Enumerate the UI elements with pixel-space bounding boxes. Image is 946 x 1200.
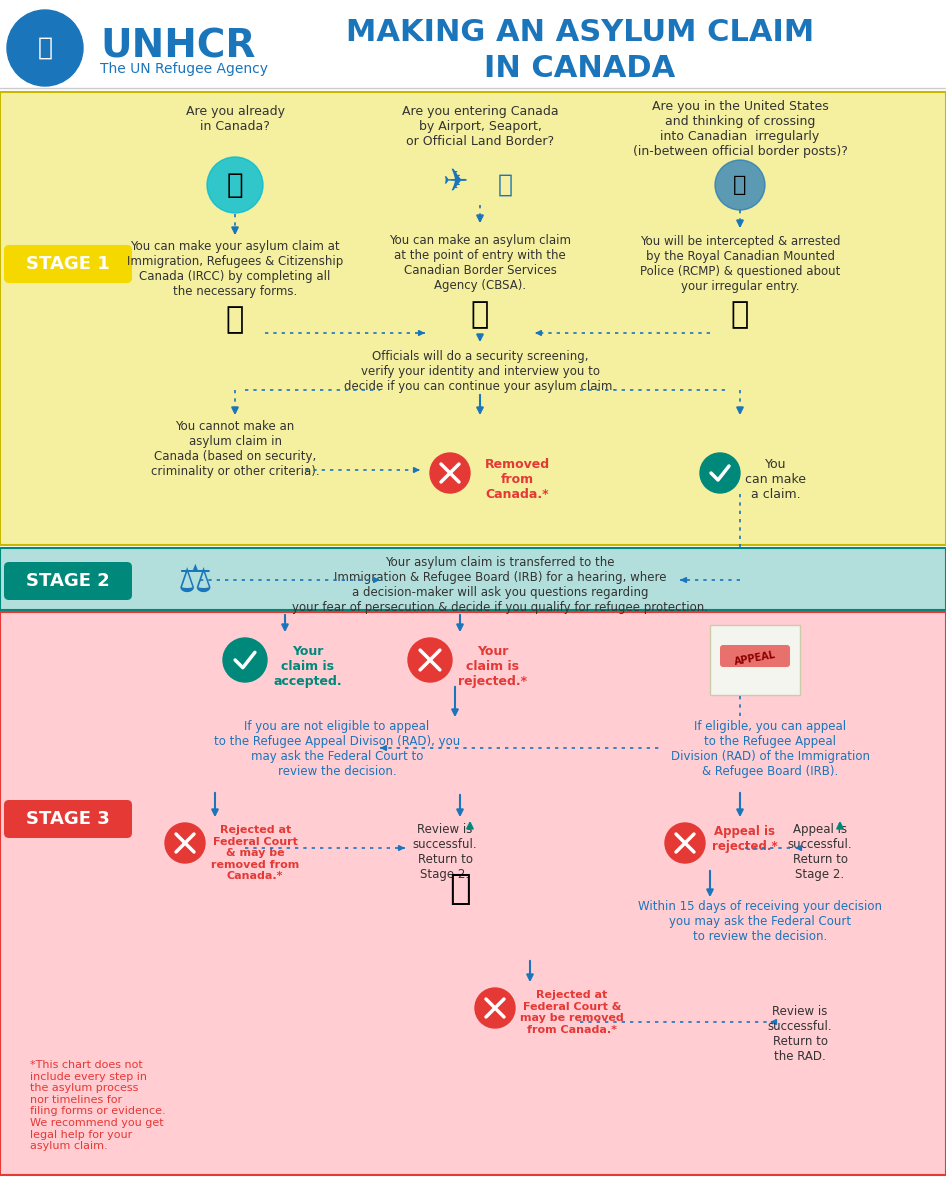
Text: If eligible, you can appeal
to the Refugee Appeal
Division (RAD) of the Immigrat: If eligible, you can appeal to the Refug… (671, 720, 869, 778)
Text: Your asylum claim is transferred to the
Immigration & Refugee Board (IRB) for a : Your asylum claim is transferred to the … (292, 556, 708, 614)
Text: *This chart does not
include every step in
the asylum process
nor timelines for
: *This chart does not include every step … (30, 1060, 166, 1151)
Text: Officials will do a security screening,
verify your identity and interview you t: Officials will do a security screening, … (344, 350, 616, 392)
Text: 👥: 👥 (471, 300, 489, 329)
Text: UNHCR: UNHCR (100, 28, 255, 66)
Circle shape (7, 10, 83, 86)
Circle shape (207, 157, 263, 214)
Text: 🏠: 🏠 (498, 173, 513, 197)
Text: STAGE 3: STAGE 3 (26, 810, 110, 828)
Text: Your
claim is
rejected.*: Your claim is rejected.* (458, 646, 527, 688)
Text: ⚖: ⚖ (178, 562, 213, 600)
Text: You can make your asylum claim at
Immigration, Refugees & Citizenship
Canada (IR: You can make your asylum claim at Immigr… (127, 240, 343, 298)
Text: Review is
successful.
Return to
the RAD.: Review is successful. Return to the RAD. (768, 1006, 832, 1063)
Circle shape (715, 160, 765, 210)
Text: STAGE 2: STAGE 2 (26, 572, 110, 590)
Text: You
can make
a claim.: You can make a claim. (745, 458, 806, 502)
Text: APPEAL: APPEAL (733, 649, 777, 666)
Text: Your
claim is
accepted.: Your claim is accepted. (273, 646, 342, 688)
Text: ✈: ✈ (442, 168, 467, 197)
Text: Are you in the United States
and thinking of crossing
into Canadian  irregularly: Are you in the United States and thinkin… (633, 100, 848, 158)
FancyBboxPatch shape (0, 548, 946, 610)
Text: 🗺: 🗺 (733, 175, 746, 194)
Text: The UN Refugee Agency: The UN Refugee Agency (100, 62, 268, 76)
Text: You will be intercepted & arrested
by the Royal Canadian Mounted
Police (RCMP) &: You will be intercepted & arrested by th… (639, 235, 840, 293)
Text: 🗺: 🗺 (227, 170, 243, 199)
Text: 🏛: 🏛 (38, 36, 52, 60)
Text: STAGE 1: STAGE 1 (26, 254, 110, 272)
Text: You can make an asylum claim
at the point of entry with the
Canadian Border Serv: You can make an asylum claim at the poin… (389, 234, 571, 292)
Text: Removed
from
Canada.*: Removed from Canada.* (485, 458, 551, 502)
Text: 🏛: 🏛 (449, 872, 471, 906)
FancyBboxPatch shape (0, 92, 946, 545)
Circle shape (408, 638, 452, 682)
Text: Are you already
in Canada?: Are you already in Canada? (185, 104, 285, 133)
Circle shape (165, 823, 205, 863)
Text: 📋: 📋 (226, 305, 244, 334)
FancyBboxPatch shape (4, 562, 132, 600)
Circle shape (665, 823, 705, 863)
FancyBboxPatch shape (0, 612, 946, 1175)
Text: Rejected at
Federal Court
& may be
removed from
Canada.*: Rejected at Federal Court & may be remov… (211, 826, 299, 881)
Circle shape (223, 638, 267, 682)
Text: Within 15 days of receiving your decision
you may ask the Federal Court
to revie: Within 15 days of receiving your decisio… (638, 900, 882, 943)
FancyBboxPatch shape (4, 800, 132, 838)
FancyBboxPatch shape (710, 625, 800, 695)
Text: Rejected at
Federal Court &
may be removed
from Canada.*: Rejected at Federal Court & may be remov… (520, 990, 623, 1034)
Text: Appeal is
successful.
Return to
Stage 2.: Appeal is successful. Return to Stage 2. (788, 823, 852, 881)
Circle shape (475, 988, 515, 1028)
Text: Appeal is
rejected.*: Appeal is rejected.* (712, 826, 778, 853)
Text: If you are not eligible to appeal
to the Refugee Appeal Divison (RAD), you
may a: If you are not eligible to appeal to the… (214, 720, 460, 778)
Text: 👮: 👮 (731, 300, 749, 329)
Circle shape (430, 452, 470, 493)
FancyBboxPatch shape (720, 646, 790, 667)
Text: Review is
successful.
Return to
Stage 2.: Review is successful. Return to Stage 2. (412, 823, 478, 881)
Text: You cannot make an
asylum claim in
Canada (based on security,
criminality or oth: You cannot make an asylum claim in Canad… (150, 420, 320, 478)
Circle shape (700, 452, 740, 493)
FancyBboxPatch shape (4, 245, 132, 283)
Text: Are you entering Canada
by Airport, Seaport,
or Official Land Border?: Are you entering Canada by Airport, Seap… (402, 104, 558, 148)
Text: MAKING AN ASYLUM CLAIM
IN CANADA: MAKING AN ASYLUM CLAIM IN CANADA (346, 18, 815, 83)
